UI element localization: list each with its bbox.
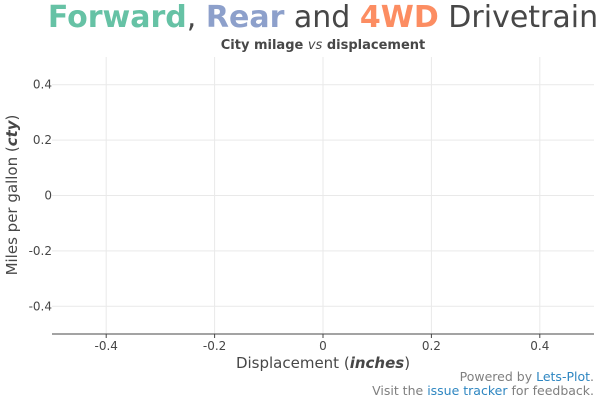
title-part-comma: , bbox=[187, 0, 206, 35]
subtitle-part-vs: vs bbox=[308, 38, 323, 53]
caption-line-1: Powered by Lets-Plot. bbox=[460, 369, 594, 384]
y-axis-title-part-cty: cty bbox=[3, 119, 21, 146]
y-axis-title-part-1: Miles per gallon ( bbox=[3, 146, 21, 275]
title-part-forward: Forward bbox=[48, 0, 187, 35]
lets-plot-link[interactable]: Lets-Plot bbox=[536, 369, 590, 384]
x-axis-title-part-3: ) bbox=[404, 354, 410, 372]
y-tick-label: 0.2 bbox=[33, 133, 52, 147]
x-tick-label: 0.4 bbox=[530, 339, 549, 353]
caption-visit-the: Visit the bbox=[372, 383, 427, 398]
y-tick-label: -0.4 bbox=[29, 299, 52, 313]
y-tick-label: 0.4 bbox=[33, 78, 52, 92]
y-tick-label: 0 bbox=[44, 189, 52, 203]
caption-powered-by: Powered by bbox=[460, 369, 536, 384]
x-axis-title: Displacement (inches) bbox=[236, 354, 410, 372]
y-tick-label: -0.2 bbox=[29, 244, 52, 258]
title-part-and: and bbox=[284, 0, 360, 35]
x-tick-label: -0.2 bbox=[203, 339, 226, 353]
caption-period: . bbox=[590, 369, 594, 384]
x-axis-title-part-inches: inches bbox=[350, 354, 405, 372]
issue-tracker-link[interactable]: issue tracker bbox=[427, 383, 508, 398]
x-tick-label: 0 bbox=[319, 339, 327, 353]
chart-subtitle: City milage vs displacement bbox=[221, 38, 425, 53]
x-tick-label: 0.2 bbox=[422, 339, 441, 353]
grid-lines bbox=[52, 57, 594, 334]
subtitle-part-1: City milage bbox=[221, 38, 308, 53]
y-axis-title: Miles per gallon (cty) bbox=[3, 115, 21, 276]
title-part-4wd: 4WD bbox=[360, 0, 439, 35]
x-axis-title-part-1: Displacement ( bbox=[236, 354, 350, 372]
chart-title: Forward, Rear and 4WD Drivetrain bbox=[48, 0, 598, 35]
tick-labels: -0.4 -0.2 0 0.2 0.4 0.4 0.2 0 -0.2 -0.4 bbox=[29, 78, 550, 353]
caption-line-2: Visit the issue tracker for feedback. bbox=[372, 383, 594, 398]
subtitle-part-3: displacement bbox=[322, 38, 425, 53]
title-part-drivetrain: Drivetrain bbox=[439, 0, 598, 35]
x-tick-label: -0.4 bbox=[94, 339, 117, 353]
caption-for-feedback: for feedback. bbox=[507, 383, 594, 398]
y-axis-title-part-3: ) bbox=[3, 115, 21, 121]
title-part-rear: Rear bbox=[206, 0, 285, 35]
